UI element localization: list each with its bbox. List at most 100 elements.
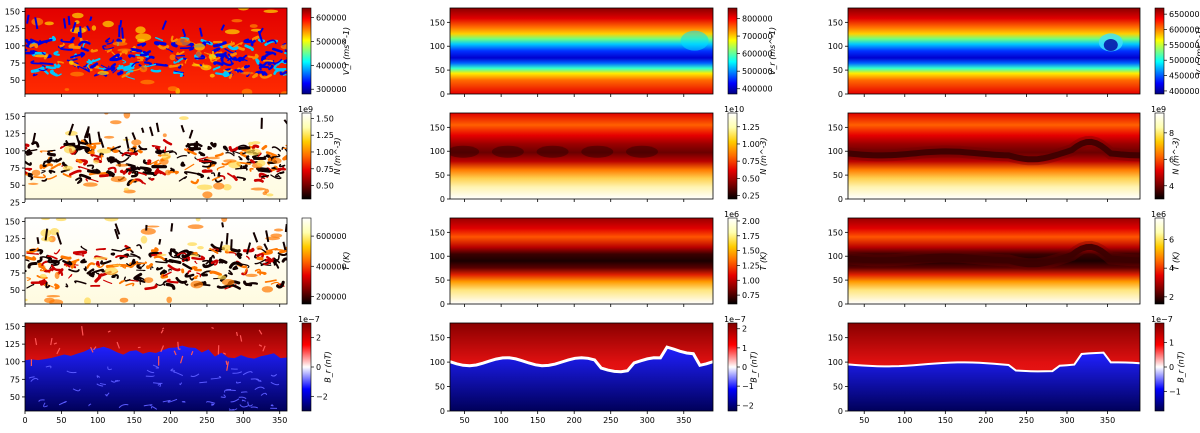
colorbar	[301, 322, 312, 412]
x-tick-label: 200	[978, 416, 993, 425]
x-tick-label: 350	[272, 416, 287, 425]
y-tick-label: 100	[828, 42, 843, 51]
y-tick-label: 150	[430, 228, 445, 237]
y-tick-label: 100	[828, 358, 843, 367]
colorbar-tick-label: 0.75	[316, 165, 334, 174]
colorbar-tick-label: 1	[742, 344, 747, 353]
heatmap-field	[25, 8, 287, 94]
axes-frame	[847, 7, 1141, 95]
colorbar-label: V_r (ms^-1)	[768, 27, 777, 75]
panel-r1c2: 0 50 100 150 400000 500000 600000 700000 800000 V…	[430, 7, 777, 99]
x-tick-label: 250	[603, 416, 618, 425]
colorbar	[301, 7, 312, 95]
colorbar-tick-label: 600000	[1169, 26, 1200, 35]
y-tick-label: 50	[833, 276, 843, 285]
colorbar-exponent: 1e−7	[724, 315, 746, 324]
axes-frame	[24, 322, 288, 412]
colorbar-tick-label: 0	[742, 363, 747, 372]
colorbar-tick-label: 1.50	[742, 247, 760, 256]
x-tick-label: 50	[56, 416, 66, 425]
y-tick-label: 125	[5, 235, 20, 244]
colorbar-tick-label: 400000	[1169, 87, 1200, 96]
colorbar-tick-label: −1	[742, 382, 754, 391]
panel-r3c3: 0 50 100 150 2 4 6 1e6 T (K)	[828, 210, 1181, 309]
panel-r1c3: 0 50 100 150 400000 450000 500000 550000 600000 6…	[828, 7, 1200, 99]
axes-frame	[449, 112, 714, 200]
x-tick-label: 50	[859, 416, 869, 425]
y-tick-label: 150	[5, 7, 20, 16]
heatmap-field	[450, 218, 713, 304]
colorbar-tick-label: 1.00	[742, 140, 760, 149]
y-tick-label: 0	[838, 195, 843, 204]
y-tick-label: 0	[838, 407, 843, 416]
colorbar	[1154, 112, 1165, 200]
y-tick-label: 150	[828, 334, 843, 343]
x-tick-label: 250	[199, 416, 214, 425]
y-tick-label: 0	[838, 300, 843, 309]
colorbar-tick-label: 800000	[742, 15, 773, 24]
x-tick-label: 100	[897, 416, 912, 425]
colorbar-tick-label: −2	[316, 392, 328, 401]
colorbar-tick-label: 0.25	[742, 192, 760, 201]
colorbar-tick-label: 6	[1169, 236, 1174, 245]
colorbar-tick-label: 2	[1169, 293, 1174, 302]
y-tick-label: 50	[10, 76, 20, 85]
y-tick-label: 0	[440, 407, 445, 416]
heatmap-field	[848, 8, 1140, 94]
axes-frame	[847, 322, 1141, 412]
y-tick-label: 100	[430, 147, 445, 156]
y-tick-label: 0	[440, 300, 445, 309]
heatmap-field	[848, 113, 1140, 199]
colorbar-tick-label: 2.00	[742, 217, 760, 226]
panel-r4c3: 0 50 100 150 50 100 150 200 250 300 350 1 0 −1 1e−7 B_r…	[828, 315, 1186, 425]
colorbar-tick-label: 4	[1169, 182, 1174, 191]
y-tick-label: 25	[10, 198, 20, 207]
colorbar-tick-label: 1.25	[742, 261, 760, 270]
colorbar-exponent: 1e−7	[1151, 315, 1173, 324]
x-tick-label: 100	[493, 416, 508, 425]
colorbar-tick-label: 8	[1169, 129, 1174, 138]
colorbar-tick-label: 1.00	[742, 276, 760, 285]
heatmap-field	[450, 8, 713, 94]
y-tick-label: 50	[435, 66, 445, 75]
colorbar-exponent: 1e6	[724, 210, 739, 219]
colorbar-label: N (m^-3)	[759, 137, 768, 174]
colorbar-label: N (m^-3)	[333, 137, 342, 174]
heatmap-field	[25, 113, 287, 199]
colorbar	[727, 322, 738, 412]
y-tick-label: 125	[5, 130, 20, 139]
colorbar-tick-label: 4	[1169, 264, 1174, 273]
panel-r4c1: 50 75 100 125 150 0 50 100 150 200 250 300 350 2 0 −2 1e…	[5, 315, 333, 425]
colorbar-exponent: 1e−7	[298, 315, 320, 324]
colorbar-tick-label: 1	[1169, 339, 1174, 348]
y-tick-label: 50	[833, 383, 843, 392]
y-tick-label: 0	[440, 195, 445, 204]
y-tick-label: 100	[430, 252, 445, 261]
colorbar-tick-label: 0	[1169, 363, 1174, 372]
y-tick-label: 100	[430, 42, 445, 51]
panel-r1c1: 50 75 100 125 150 300000 400000 500000 600000 V_r…	[5, 7, 351, 97]
panel-r4c2: 0 50 100 150 50 100 150 200 250 300 350 2 1 0 −1 −2 1e−7…	[430, 315, 759, 425]
x-tick-label: 200	[567, 416, 582, 425]
colorbar-tick-label: 400000	[316, 61, 347, 70]
y-tick-label: 125	[5, 340, 20, 349]
colorbar-tick-label: 0.75	[742, 157, 760, 166]
colorbar-label: B_r (nT)	[1176, 351, 1185, 383]
colorbar	[727, 217, 738, 305]
colorbar-tick-label: 0.50	[316, 182, 334, 191]
y-tick-label: 150	[5, 112, 20, 121]
colorbar-label: T (K)	[759, 252, 768, 271]
x-tick-label: 300	[640, 416, 655, 425]
x-tick-label: 0	[22, 416, 27, 425]
colorbar-tick-label: 600000	[742, 50, 773, 59]
y-tick-label: 75	[10, 164, 20, 173]
colorbar-tick-label: 400000	[316, 262, 347, 271]
colorbar-tick-label: 500000	[742, 67, 773, 76]
y-tick-label: 150	[828, 228, 843, 237]
x-tick-label: 150	[938, 416, 953, 425]
colorbar-label: B_r (nT)	[749, 351, 758, 383]
axes-frame	[449, 322, 714, 412]
y-tick-label: 100	[5, 252, 20, 261]
